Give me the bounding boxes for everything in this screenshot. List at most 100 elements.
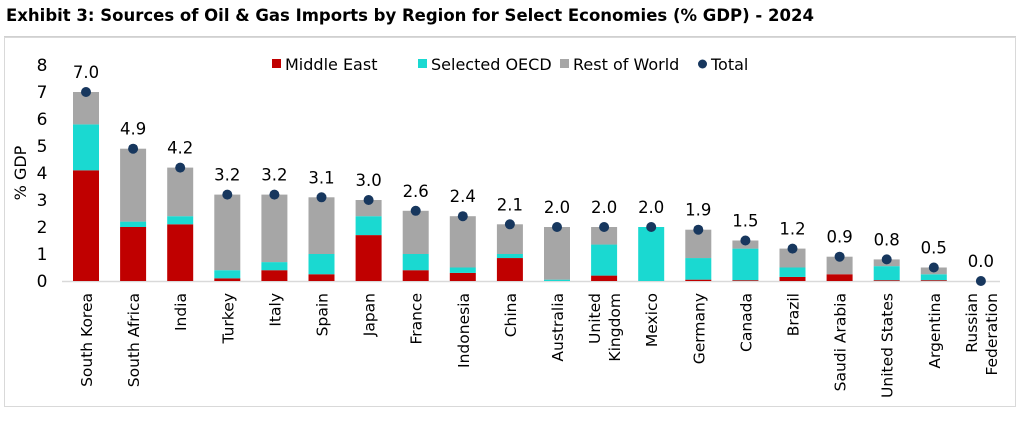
total-data-label: 7.0	[73, 63, 99, 82]
total-marker	[646, 222, 657, 232]
y-tick-label: 1	[37, 245, 48, 265]
y-tick-label: 7	[37, 83, 48, 103]
total-marker	[175, 162, 186, 173]
total-data-label: 3.0	[355, 171, 381, 190]
total-data-label: 4.2	[167, 139, 193, 158]
bar-segment-selected-oecd	[496, 254, 523, 259]
bar-segment-rest-of-world	[355, 200, 382, 217]
x-tick-label: Argentina	[926, 293, 944, 369]
y-axis-label: % GDP	[11, 145, 30, 200]
title-divider	[4, 36, 1016, 37]
bar-segment-selected-oecd	[167, 216, 194, 225]
bar-segment-rest-of-world	[167, 167, 194, 217]
x-tick-label-line: United States	[879, 293, 897, 398]
total-marker	[81, 87, 91, 97]
total-marker	[599, 222, 610, 232]
x-tick-label-line: India	[172, 293, 190, 331]
x-tick-label: United Kingdom	[586, 293, 624, 362]
total-marker	[128, 143, 139, 154]
x-tick-label: Australia	[549, 293, 567, 362]
total-marker	[457, 211, 468, 222]
bar-segment-rest-of-world	[261, 194, 288, 263]
x-tick-label: Italy	[266, 293, 284, 327]
total-marker	[504, 219, 515, 230]
x-tick-label: Saudi Arabia	[832, 293, 850, 391]
bar-segment-middle-east	[167, 224, 194, 281]
y-tick-label: 3	[37, 191, 48, 211]
chart-title: Exhibit 3: Sources of Oil & Gas Imports …	[6, 6, 814, 25]
x-tick-label: Indonesia	[455, 293, 473, 368]
x-tick-label-line: Canada	[737, 293, 755, 352]
legend-swatch-selected-oecd	[418, 59, 427, 68]
x-tick-label-line: Brazil	[785, 293, 803, 336]
bar-segment-selected-oecd	[685, 258, 712, 280]
total-marker	[363, 195, 374, 205]
bar-segment-rest-of-world	[779, 248, 806, 268]
x-tick-label-line: Federation	[983, 293, 1001, 376]
bar-segment-rest-of-world	[120, 148, 147, 222]
legend-label: Total	[710, 55, 748, 74]
x-tick-label-line: Turkey	[219, 293, 237, 344]
bar-segment-selected-oecd	[732, 248, 759, 281]
bar-segment-selected-oecd	[873, 266, 900, 281]
x-tick-label: France	[408, 293, 426, 345]
total-marker	[834, 251, 845, 262]
bar-segment-rest-of-world	[402, 210, 429, 254]
total-marker	[316, 192, 327, 203]
bar-segment-selected-oecd	[308, 254, 335, 275]
total-data-label: 0.8	[874, 230, 900, 249]
total-data-label: 3.2	[214, 166, 240, 185]
bar-segment-selected-oecd	[544, 279, 570, 281]
x-tick-label: India	[172, 293, 190, 331]
legend-swatch-total	[698, 59, 707, 69]
y-tick-label: 5	[37, 137, 48, 157]
x-tick-label-line: Russian	[963, 293, 981, 353]
bar-segment-selected-oecd	[920, 274, 947, 281]
bar-segment-middle-east	[779, 276, 806, 281]
total-data-label: 2.0	[544, 198, 570, 217]
total-marker	[928, 262, 939, 273]
total-data-label: 4.9	[120, 120, 146, 139]
bar-segment-middle-east	[591, 275, 618, 281]
bar-segment-middle-east	[308, 274, 335, 281]
total-marker	[787, 243, 798, 254]
total-marker	[552, 222, 562, 232]
bar-segment-middle-east	[873, 280, 900, 281]
x-tick-label: Canada	[737, 293, 755, 352]
bar-segment-selected-oecd	[261, 262, 288, 271]
legend-label: Rest of World	[573, 55, 679, 74]
bar-segment-rest-of-world	[591, 227, 618, 245]
x-tick-label-line: Spain	[314, 293, 332, 336]
x-tick-label-line: Indonesia	[455, 293, 473, 368]
legend-label: Middle East	[285, 55, 377, 74]
bar-segment-rest-of-world	[826, 256, 853, 275]
bar-segment-selected-oecd	[73, 124, 99, 171]
total-data-label: 2.1	[497, 195, 523, 214]
x-tick-label-line: Argentina	[926, 293, 944, 369]
x-tick-label-line: South Africa	[125, 293, 143, 387]
bar-segment-middle-east	[732, 280, 759, 281]
total-marker	[693, 224, 704, 235]
bar-segment-middle-east	[496, 258, 523, 281]
bar-segment-rest-of-world	[544, 227, 570, 280]
total-data-label: 1.2	[779, 220, 805, 239]
bar-segment-selected-oecd	[449, 267, 476, 273]
x-tick-label-line: United	[586, 293, 604, 344]
total-data-label: 0.9	[826, 228, 852, 247]
bar-segment-middle-east	[402, 270, 429, 281]
bar-segment-middle-east	[449, 272, 476, 281]
bar-segment-selected-oecd	[355, 216, 382, 236]
x-tick-label: Brazil	[785, 293, 803, 336]
bar-segment-middle-east	[261, 270, 288, 281]
x-tick-label-line: Italy	[266, 293, 284, 327]
x-tick-label: Japan	[361, 293, 379, 337]
y-tick-label: 4	[37, 164, 48, 184]
x-tick-label-line: Saudi Arabia	[832, 293, 850, 391]
total-marker	[975, 276, 986, 286]
x-tick-label-line: France	[408, 293, 426, 345]
bar-segment-selected-oecd	[120, 221, 147, 227]
y-tick-label: 2	[37, 218, 48, 238]
x-tick-label-line: China	[502, 293, 520, 337]
